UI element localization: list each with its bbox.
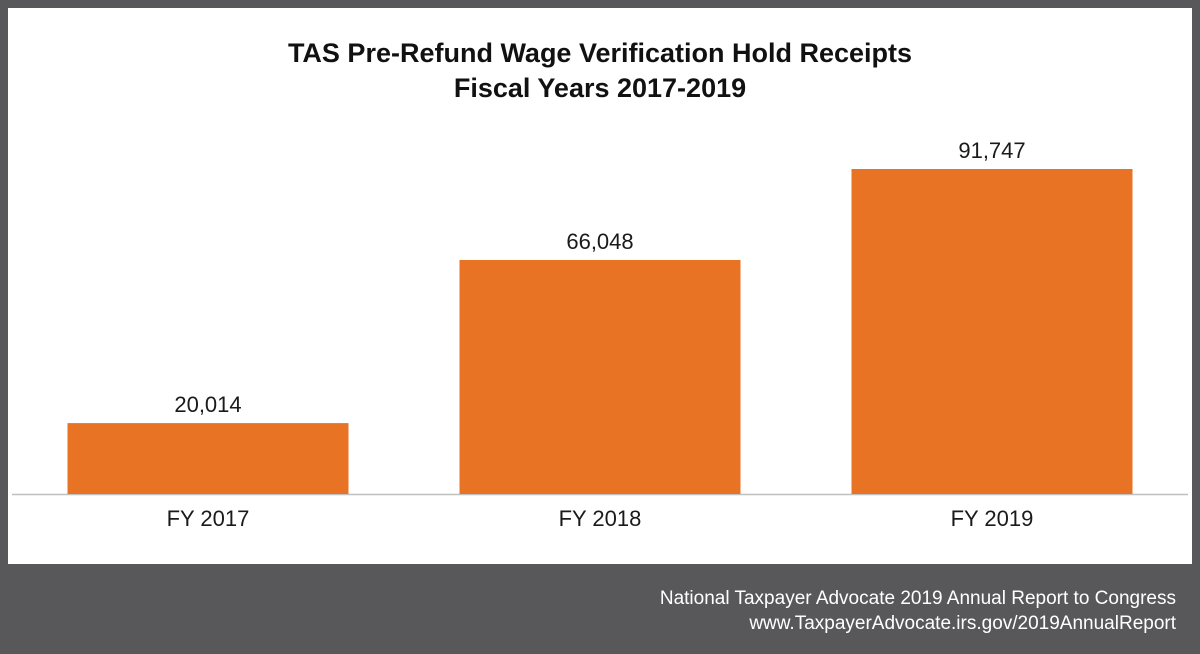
chart-title: TAS Pre-Refund Wage Verification Hold Re… [287,38,913,68]
bar-fy-2018 [459,260,741,494]
bar-fy-2019 [851,169,1133,494]
footer-url: www.TaxpayerAdvocate.irs.gov/2019AnnualR… [749,613,1176,634]
footer-report-title: National Taxpayer Advocate 2019 Annual R… [659,588,1176,609]
bar-fy-2017 [67,423,349,494]
chart-title-block: TAS Pre-Refund Wage Verification Hold Re… [0,36,1200,106]
data-label: 20,014 [174,392,241,417]
data-label: 66,048 [566,229,633,254]
footer: National Taxpayer Advocate 2019 Annual R… [660,586,1176,636]
chart-subtitle: Fiscal Years 2017-2019 [453,73,747,103]
x-tick-label: FY 2019 [951,506,1034,531]
data-label: 91,747 [958,138,1025,163]
x-tick-label: FY 2017 [167,506,250,531]
x-tick-label: FY 2018 [559,506,642,531]
